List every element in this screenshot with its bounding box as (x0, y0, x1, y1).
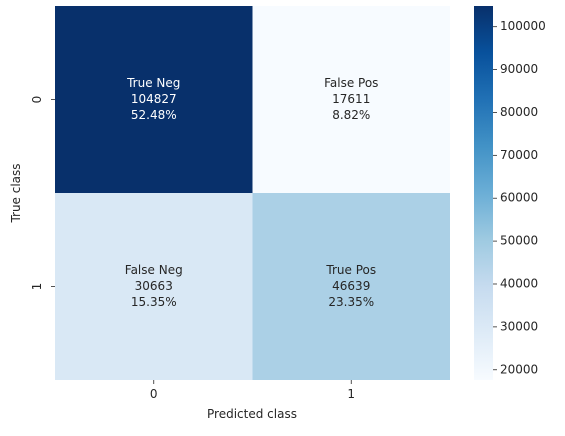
heatmap-cell-1-1 (252, 193, 450, 380)
colorbar-tick-label-4: 60000 (500, 191, 538, 205)
cell-label-count-1-0: 30663 (135, 279, 173, 293)
colorbar-tick-label-0: 20000 (500, 362, 538, 376)
heatmap-cell-0-1 (252, 6, 450, 193)
colorbar-tick-label-1: 30000 (500, 319, 538, 333)
colorbar-gradient (474, 6, 493, 380)
heatmap-cell-labels: True Neg 104827 52.48% False Pos 17611 8.82% F… (125, 76, 379, 309)
y-tick-label-1: 1 (30, 283, 44, 291)
colorbar-tick-label-2: 40000 (500, 276, 538, 290)
colorbar-tick-label-3: 50000 (500, 234, 538, 248)
colorbar-tick-label-6: 80000 (500, 105, 538, 119)
cell-label-name-1-0: False Neg (125, 263, 183, 277)
y-tick-label-0: 0 (30, 96, 44, 104)
cell-label-percent-1-0: 15.35% (131, 295, 177, 309)
colorbar: 20000 30000 40000 50000 60000 70000 80000 90000… (474, 6, 546, 380)
cell-label-count-0-0: 104827 (131, 92, 177, 106)
cell-label-name-0-1: False Pos (324, 76, 378, 90)
x-axis-label: Predicted class (207, 407, 297, 421)
heatmap-cells (55, 6, 450, 380)
cell-label-name-0-0: True Neg (126, 76, 180, 90)
cell-label-count-1-1: 46639 (332, 279, 370, 293)
y-axis-label: True class (9, 163, 23, 223)
y-axis: 01 (30, 96, 55, 291)
cell-label-count-0-1: 17611 (332, 92, 370, 106)
x-tick-label-1: 1 (347, 387, 355, 401)
colorbar-tick-label-8: 100000 (500, 19, 546, 33)
colorbar-tick-label-5: 70000 (500, 148, 538, 162)
cell-label-name-1-1: True Pos (325, 263, 376, 277)
cell-label-percent-0-1: 8.82% (332, 108, 370, 122)
heatmap-cell-1-0 (55, 193, 253, 380)
colorbar-tick-label-7: 90000 (500, 62, 538, 76)
cell-label-percent-1-1: 23.35% (328, 295, 374, 309)
heatmap-cell-0-0 (55, 6, 253, 193)
x-tick-label-0: 0 (150, 387, 158, 401)
cell-label-percent-0-0: 52.48% (131, 108, 177, 122)
